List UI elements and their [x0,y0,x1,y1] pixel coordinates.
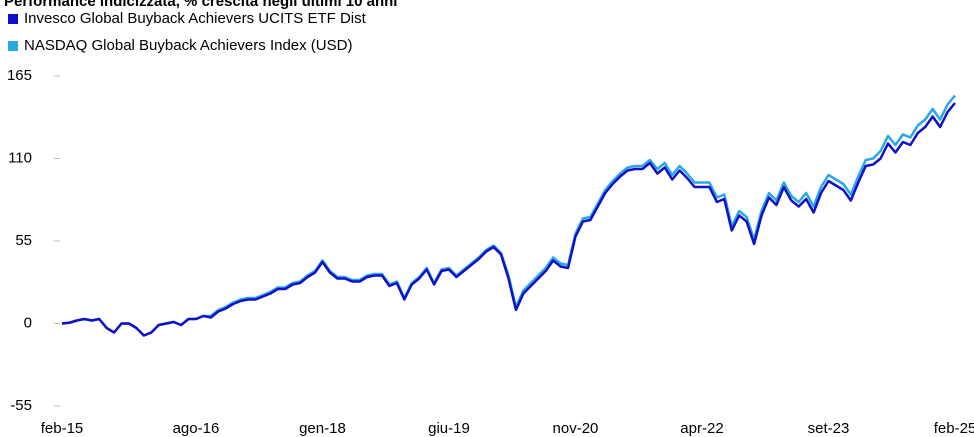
chart-title: Performance indicizzata, % crescita negl… [4,0,397,10]
x-tick-label: nov-20 [553,420,599,437]
line-series [61,94,956,337]
legend-swatch [8,41,18,51]
y-tick-label: 110 [8,149,32,166]
line-series [61,102,956,337]
x-tick-label: feb-25 [934,420,974,437]
y-tick-label: 165 [7,67,32,84]
legend-label: Invesco Global Buyback Achievers UCITS E… [24,10,367,27]
x-tick-label: apr-22 [680,420,723,437]
y-tick-label: 0 [24,314,32,331]
x-tick-label: set-23 [808,420,850,437]
x-tick-label: ago-16 [173,420,220,437]
legend-label: NASDAQ Global Buyback Achievers Index (U… [24,37,352,54]
x-tick-label: feb-15 [41,420,84,437]
y-tick-label: 55 [15,232,32,249]
y-tick-label: -55 [10,397,32,414]
x-tick-label: gen-18 [299,420,346,437]
legend-swatch [8,14,18,24]
x-tick-label: giu-19 [428,420,470,437]
